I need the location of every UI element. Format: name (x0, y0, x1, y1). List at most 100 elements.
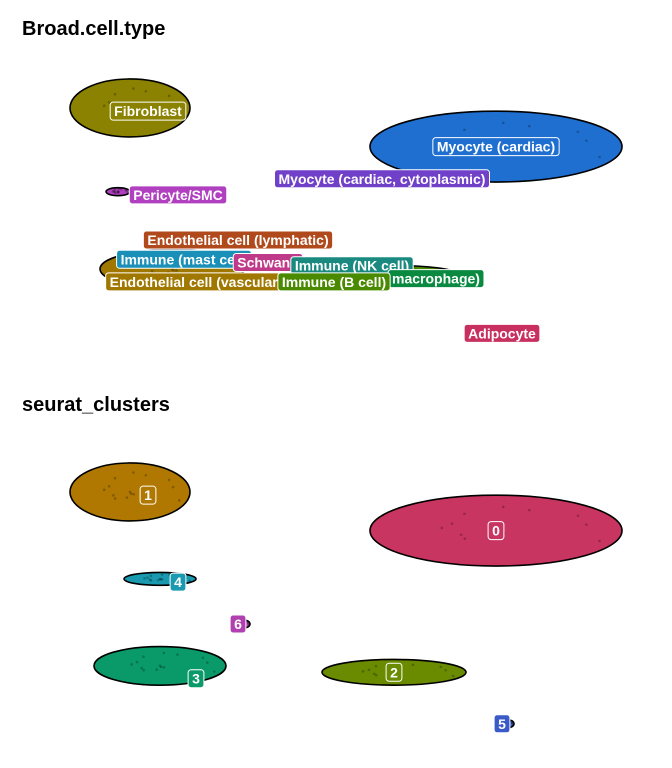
cluster-label-box (128, 185, 228, 205)
cell-point (576, 514, 580, 518)
cluster-label-box (169, 572, 187, 592)
cluster-label-3: 3 (187, 669, 205, 689)
cell-point (188, 579, 191, 583)
cell-point (112, 494, 115, 497)
cell-point (111, 190, 115, 193)
cluster-label-6: 6 (229, 614, 247, 634)
cell-point (126, 191, 130, 195)
cell-point (142, 655, 145, 658)
cell-point (135, 660, 139, 664)
cell-point (247, 622, 250, 625)
cluster-label-text: Immune (B cell) (282, 274, 386, 290)
cell-point (511, 723, 515, 727)
cell-point (439, 665, 443, 669)
cell-point (124, 188, 128, 192)
cluster-label-text: Immune (mast cell) (121, 251, 248, 267)
cluster-label-fibroblast: Fibroblast (109, 101, 187, 121)
cluster-label-adipocyte: Adipocyte (463, 323, 541, 343)
cell-point (128, 490, 132, 494)
cell-point (112, 189, 116, 193)
cluster-label-1: 1 (139, 485, 157, 505)
cluster-label-myocyte-cardiac-cytoplasmic: Myocyte (cardiac, cytoplasmic) (274, 169, 490, 189)
cell-point (117, 187, 120, 191)
cluster-label-5: 5 (493, 714, 511, 734)
cell-point (117, 190, 121, 194)
cluster-label-box (277, 272, 391, 292)
cell-point (585, 523, 588, 526)
cluster-label-box (109, 101, 187, 121)
chart-title: Broad.cell.type (22, 18, 166, 40)
cell-point (451, 674, 455, 678)
cell-point (113, 497, 117, 500)
cell-point (411, 663, 415, 667)
cell-point (132, 492, 135, 496)
cell-point (107, 100, 111, 104)
cell-point (130, 663, 133, 666)
cell-point (107, 484, 111, 488)
cell-point (463, 512, 466, 516)
cell-point (247, 623, 251, 627)
cluster-label-text: Endothelial cell (lymphatic) (147, 232, 328, 248)
cluster-label-box (493, 714, 511, 734)
cluster-label-4: 4 (169, 572, 187, 592)
cluster-label-macrophage: macrophage) (387, 269, 485, 289)
cluster-label-text: 0 (492, 523, 500, 539)
cell-point (463, 537, 467, 540)
cell-point (361, 670, 365, 673)
cluster-label-text: 6 (234, 616, 242, 632)
cell-point (140, 666, 144, 670)
cluster-label-endothelial-cell-vascular: Endothelial cell (vascular) (105, 272, 287, 292)
cell-point (463, 128, 466, 132)
cell-point (598, 539, 601, 543)
chart-title: seurat_clusters (22, 394, 170, 416)
cell-point (374, 664, 378, 668)
cell-point (440, 526, 444, 530)
cluster-label-text: 3 (192, 671, 200, 687)
cell-point (156, 578, 160, 582)
cell-point (146, 576, 149, 579)
cluster-label-endothelial-cell-lymphatic: Endothelial cell (lymphatic) (142, 230, 334, 250)
cluster-label-0: 0 (487, 521, 505, 541)
cluster-label-box (463, 323, 541, 343)
cluster-label-text: macrophage) (392, 271, 480, 287)
cell-point (171, 485, 175, 489)
cell-point (576, 130, 580, 134)
cell-point (206, 661, 209, 664)
cell-point (374, 673, 378, 677)
cluster-label-myocyte-cardiac: Myocyte (cardiac) (432, 137, 560, 157)
cell-point (129, 492, 133, 496)
cell-point (172, 268, 175, 272)
cell-point (212, 670, 216, 673)
cell-point (149, 574, 153, 578)
cell-point (178, 499, 181, 502)
cell-point (143, 577, 146, 580)
cell-point (132, 87, 135, 90)
cluster-label-box (385, 662, 403, 682)
cell-point (372, 672, 376, 676)
cluster-label-box (487, 521, 505, 541)
cell-point (501, 505, 505, 509)
cluster-label-schwann: Schwann (232, 253, 304, 273)
cell-point (132, 471, 135, 474)
cell-point (113, 92, 117, 96)
cluster-label-box (187, 669, 205, 689)
cell-point (167, 478, 171, 482)
cell-point (159, 665, 163, 669)
cluster-label-text: Endothelial cell (vascular) (110, 274, 283, 290)
umap-plot-broad-cell-type: Fibroblast Myocyte (cardiac) Myocyte (card… (69, 78, 623, 343)
umap-panel-seurat-clusters: seurat_clusters 0 1 2 3 4 5 6 (0, 384, 672, 768)
cluster-label-2: 2 (385, 662, 403, 682)
cell-point (527, 508, 531, 512)
cell-point (113, 191, 117, 194)
cluster-label-text: 4 (174, 574, 182, 590)
cell-point (159, 577, 163, 581)
cell-point (155, 668, 158, 671)
cluster-label-box (432, 137, 560, 157)
cell-point (116, 191, 119, 194)
cluster-label-immune-nk-cell: Immune (NK cell) (290, 256, 414, 276)
umap-plot-seurat-clusters: 0 1 2 3 4 5 6 (69, 462, 623, 734)
cluster-label-immune-b-cell: Immune (B cell) (277, 272, 391, 292)
cluster-label-text: Schwann (237, 255, 298, 271)
cluster-label-text: Myocyte (cardiac) (437, 139, 555, 155)
cell-point (527, 124, 531, 128)
